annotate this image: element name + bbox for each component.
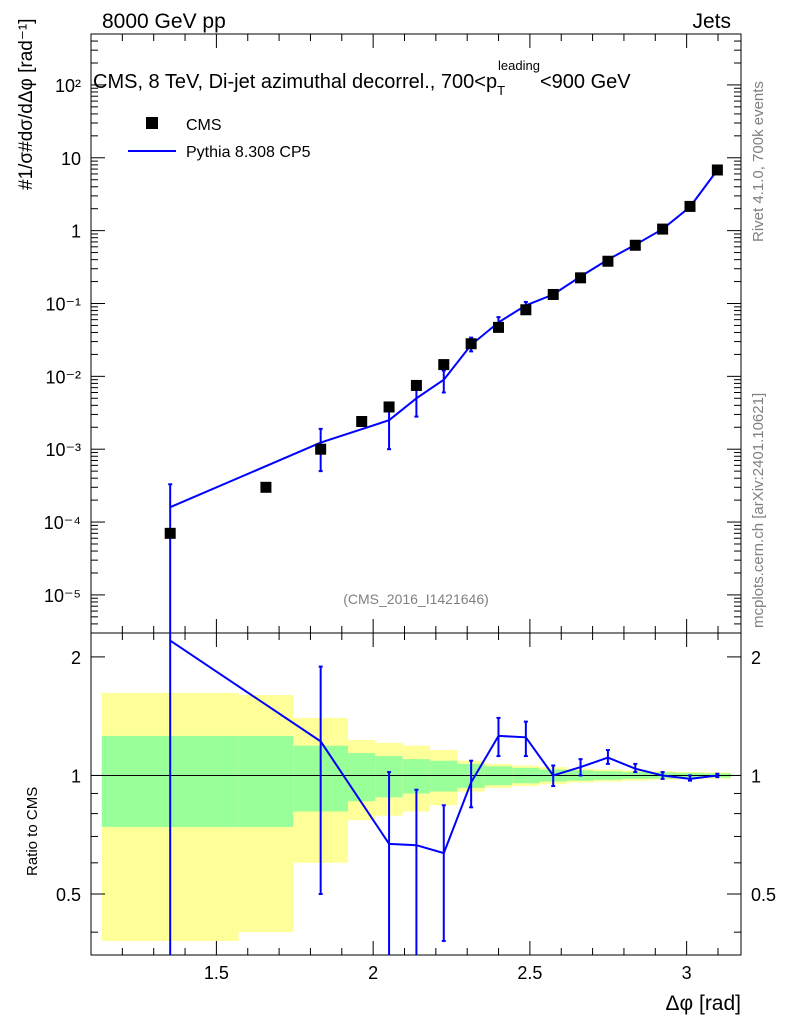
cms-data-point [260, 481, 272, 493]
mcplots-label: mcplots.cern.ch [arXiv:2401.10621] [750, 393, 767, 628]
ratio-y-tick-label-right: 2 [751, 648, 761, 668]
axis-tick-labels: 1.5 2 2.5 3 10⁻⁵ 10⁻⁴ 10⁻³ 10⁻² 10⁻¹ 1 10 10² 0.5 0.5… [44, 76, 776, 983]
y-tick-label: 10⁻⁴ [44, 513, 81, 533]
legend-mc-label: Pythia 8.308 CP5 [186, 144, 311, 161]
ratio-y-tick-label-left: 2 [71, 648, 81, 668]
plot-title: CMS, 8 TeV, Di-jet azimuthal decorrel., … [93, 58, 631, 98]
header-left: 8000 GeV pp [102, 10, 226, 33]
band-1sigma-bin [238, 735, 294, 827]
cms-data-point [547, 288, 559, 300]
cms-data-point [492, 321, 504, 333]
cms-data-point [629, 239, 641, 251]
x-tick-label: 3 [682, 963, 692, 983]
y-tick-label: 10⁻³ [45, 440, 81, 460]
band-1sigma-bin [348, 753, 376, 802]
band-1sigma-bin [430, 760, 458, 792]
ratio-y-tick-label-left: 0.5 [56, 885, 81, 905]
y-tick-label: 10⁻² [45, 367, 81, 387]
plot-title-prefix: CMS, 8 TeV, Di-jet azimuthal decorrel., … [93, 71, 497, 93]
x-tick-label: 2.5 [517, 963, 542, 983]
analysis-watermark: (CMS_2016_I1421646) [343, 591, 489, 607]
y-axis-title-ratio: Ratio to CMS [24, 787, 41, 876]
cms-data-point [684, 200, 696, 212]
plot-title-sup: leading [498, 58, 540, 73]
mc-pythia-line [169, 169, 719, 509]
cms-data-point [575, 272, 587, 284]
y-tick-label: 1 [71, 222, 81, 242]
cms-data-points [164, 164, 723, 539]
cms-data-point [164, 527, 176, 539]
cms-data-point [520, 304, 532, 316]
x-axis-title: Δφ [rad] [666, 992, 742, 1015]
ratio-error-bars [169, 633, 720, 955]
ratio-y-tick-label-right: 0.5 [751, 885, 776, 905]
ratio-y-tick-label-left: 1 [71, 766, 81, 786]
cms-data-point [315, 443, 327, 455]
y-tick-label: 10² [55, 76, 81, 96]
y-tick-label: 10⁻⁵ [44, 586, 81, 606]
y-axis-title-top: #1/σ#dσ/dΔφ [rad⁻¹] [16, 18, 37, 190]
legend-cms-marker [146, 117, 158, 129]
cms-data-point [383, 401, 395, 413]
cms-data-point [356, 415, 368, 427]
x-tick-label: 2 [368, 963, 378, 983]
plot-title-sub: T [497, 83, 505, 98]
mc-error-bars [168, 168, 720, 633]
ratio-y-tick-label-right: 1 [751, 766, 761, 786]
cms-data-point [602, 255, 614, 267]
y-tick-label: 10 [61, 149, 81, 169]
legend-cms-label: CMS [186, 117, 222, 134]
band-1sigma-bin [402, 759, 431, 794]
ratio-mc-line [169, 639, 718, 855]
cms-data-point [410, 379, 422, 391]
cms-data-point [465, 338, 477, 350]
y-tick-label: 10⁻¹ [45, 294, 81, 314]
rivet-label: Rivet 4.1.0, 700k events [750, 81, 767, 242]
cms-data-point [657, 223, 669, 235]
axis-ticks [90, 33, 741, 955]
plot-title-suffix: <900 GeV [540, 71, 631, 93]
x-tick-label: 1.5 [204, 963, 229, 983]
cms-data-point [711, 164, 723, 176]
cms-data-point [438, 359, 450, 371]
header-right: Jets [692, 10, 731, 33]
